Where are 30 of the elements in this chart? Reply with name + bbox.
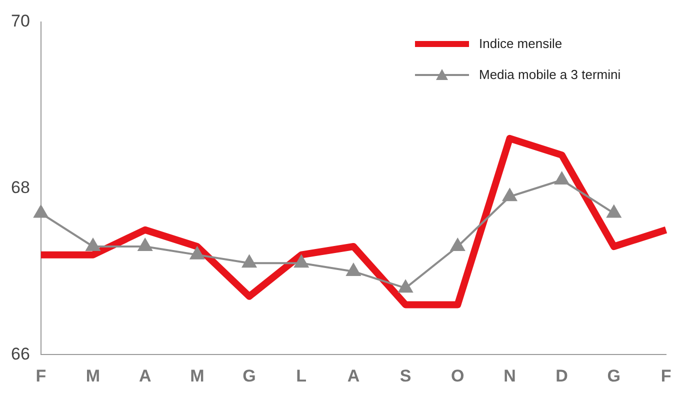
x-tick-label: G xyxy=(607,366,621,386)
x-tick-label: F xyxy=(36,366,46,386)
point xyxy=(450,238,465,252)
legend-label: Indice mensile xyxy=(479,36,562,51)
x-tick-label: M xyxy=(86,366,100,386)
x-tick-label: A xyxy=(138,366,152,386)
point xyxy=(242,255,256,268)
point xyxy=(34,205,48,218)
point xyxy=(346,263,361,276)
y-tick-label: 68 xyxy=(10,178,30,197)
x-tick-label: D xyxy=(556,366,568,386)
x-tick-label: F xyxy=(660,366,672,386)
legend-label: Media mobile a 3 termini xyxy=(479,67,621,82)
point xyxy=(190,246,204,260)
x-tick-label: M xyxy=(190,366,204,386)
x-tick-label: L xyxy=(296,366,307,386)
point xyxy=(398,280,413,293)
y-tick-label: 66 xyxy=(10,344,30,364)
point xyxy=(606,205,621,218)
point xyxy=(554,172,569,184)
x-tick-label: G xyxy=(242,366,256,386)
x-tick-label: N xyxy=(504,366,516,386)
point xyxy=(502,188,517,202)
x-tick-label: A xyxy=(347,366,360,386)
x-tick-label: O xyxy=(451,366,464,386)
point xyxy=(294,255,308,268)
y-tick-label: 70 xyxy=(10,12,30,31)
point xyxy=(86,238,100,252)
x-tick-label: S xyxy=(400,366,412,386)
point xyxy=(138,238,152,252)
